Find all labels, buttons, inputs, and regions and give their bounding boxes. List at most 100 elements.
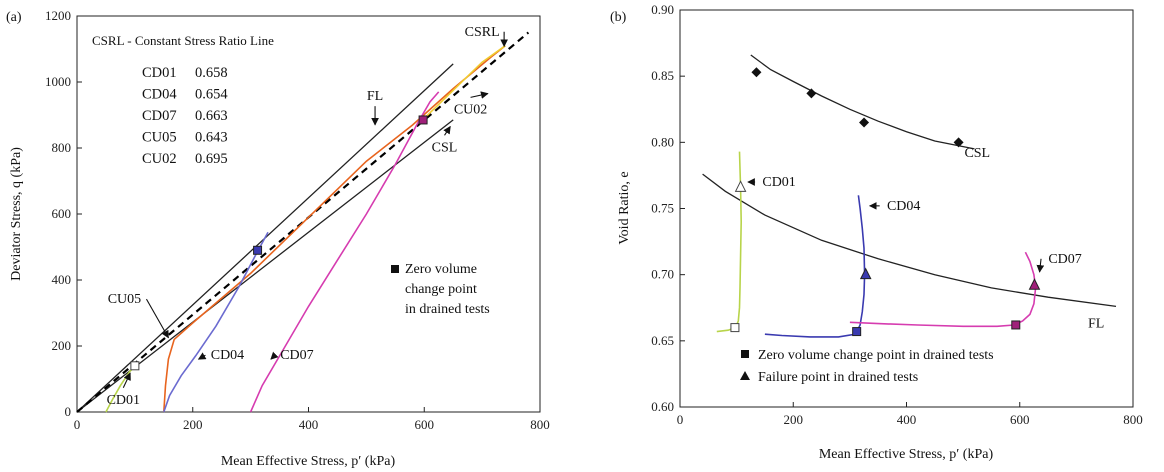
annotations-b: CSL FL CD01 CD04 CD07 xyxy=(747,146,1104,332)
ratio-name-cd04: CD04 xyxy=(142,87,177,103)
x-axis-label-a: Mean Effective Stress, p′ (kPa) xyxy=(221,454,396,469)
x-axis-label-b: Mean Effective Stress, p′ (kPa) xyxy=(819,447,994,462)
legend-triangle-marker xyxy=(740,371,750,380)
annotation-arrow-cu05-a xyxy=(145,298,169,339)
zero-volume-legend-square xyxy=(391,265,399,273)
ratio-value-cu05: 0.643 xyxy=(195,130,228,146)
annotation-fl-b: FL xyxy=(1088,317,1104,332)
zero-volume-point-b-1 xyxy=(852,327,862,337)
y-tick-label-b: 0.60 xyxy=(651,399,674,414)
zero-volume-point-b-0 xyxy=(730,323,740,333)
y-tick-label-b: 0.90 xyxy=(651,2,674,17)
annotation-cd04-b: CD04 xyxy=(887,199,920,214)
y-tick-label-a: 1200 xyxy=(45,8,71,23)
zero-volume-point-cd07 xyxy=(418,115,428,125)
markers-b xyxy=(730,67,1041,337)
ratio-value-cd01: 0.658 xyxy=(195,65,228,81)
ratio-name-cu05: CU05 xyxy=(142,130,177,146)
y-tick-label-b: 0.65 xyxy=(651,333,674,348)
ratio-name-cd07: CD07 xyxy=(142,108,177,124)
cd07-line-b xyxy=(849,251,1037,328)
annotation-cd04-a: CD04 xyxy=(211,348,244,363)
zero-volume-point-cd04 xyxy=(253,245,263,255)
y-tick-label-a: 0 xyxy=(65,404,72,419)
y-tick-label-b: 0.75 xyxy=(651,201,674,216)
x-tick-label-a: 600 xyxy=(415,417,435,432)
annotation-csl-b: CSL xyxy=(964,146,990,161)
annotation-arrow-cd04-a xyxy=(197,352,207,360)
y-tick-label-a: 200 xyxy=(52,338,72,353)
y-tick-label-b: 0.70 xyxy=(651,267,674,282)
legend-square-marker xyxy=(741,350,749,358)
csl-point-2 xyxy=(859,117,870,128)
csl-point-1 xyxy=(806,88,817,99)
chart-a: (a) 0 200 400 600 800 020040060080010001200 … xyxy=(6,8,550,469)
annotation-arrow-cd07-a xyxy=(270,351,279,360)
panel-a-label: (a) xyxy=(6,10,22,25)
y-axis-label-a: Deviator Stress, q (kPa) xyxy=(9,147,24,281)
y-axis-label-b: Void Ratio, e xyxy=(617,171,632,244)
x-tick-label-a: 400 xyxy=(299,417,319,432)
zero-volume-note-line-3: in drained tests xyxy=(405,302,490,317)
cd07-line-a xyxy=(249,91,440,413)
x-tick-label-a: 800 xyxy=(530,417,550,432)
legend-failure-point: Failure point in drained tests xyxy=(758,370,918,385)
x-tick-label-b: 800 xyxy=(1123,412,1143,427)
annotation-cd01-a: CD01 xyxy=(107,393,140,408)
cd01-line-b xyxy=(716,151,743,333)
ratio-value-cu02: 0.695 xyxy=(195,151,228,167)
y-tick-label-b: 0.85 xyxy=(651,68,674,83)
annotation-cu05-a: CU05 xyxy=(108,292,141,307)
x-tick-label-a: 200 xyxy=(183,417,203,432)
reference-lines-b xyxy=(702,54,1117,308)
x-ticks-a: 0 200 400 600 800 xyxy=(74,407,550,432)
annotation-cu02-a: CU02 xyxy=(454,102,487,117)
failure-point-b-2 xyxy=(1028,278,1041,290)
csl-line-b xyxy=(750,54,975,150)
annotation-fl-a: FL xyxy=(367,89,383,104)
annotation-csrl-a: CSRL xyxy=(465,25,500,40)
y-tick-label-a: 1000 xyxy=(45,74,71,89)
annotation-cd01-b: CD01 xyxy=(762,175,795,190)
x-ticks-b: 0 200 400 600 800 xyxy=(677,402,1143,427)
csrl-definition: CSRL - Constant Stress Ratio Line xyxy=(92,33,274,48)
stress-ratio-table: CD01 0.658 CD04 0.654 CD07 0.663 CU05 0.643 CU02… xyxy=(142,65,228,167)
annotation-arrow-csl-a xyxy=(443,125,451,136)
legend-zero-volume: Zero volume change point in drained test… xyxy=(758,348,994,363)
series-a xyxy=(105,45,506,413)
y-tick-label-a: 600 xyxy=(52,206,72,221)
annotation-csl-a: CSL xyxy=(432,140,458,155)
annotation-arrow-cd01-a xyxy=(122,372,131,388)
failure-point-b-0 xyxy=(734,180,747,192)
cd04-line-a xyxy=(163,231,269,413)
y-tick-label-a: 800 xyxy=(52,140,72,155)
csl-line-a xyxy=(76,119,454,413)
failure-point-b-1 xyxy=(859,267,872,280)
zero-volume-note-line-1: Zero volume xyxy=(405,262,477,277)
chart-b: (b) 0 200 400 600 800 0.600.650.700.750.800.… xyxy=(610,2,1143,462)
ratio-name-cu02: CU02 xyxy=(142,151,177,167)
panel-b-label: (b) xyxy=(610,10,627,25)
cd04-line-b xyxy=(764,195,866,338)
x-tick-label-b: 600 xyxy=(1010,412,1030,427)
markers-a xyxy=(130,115,428,371)
annotation-cd07-b: CD07 xyxy=(1048,252,1081,267)
zero-volume-note-line-2: change point xyxy=(405,282,477,297)
zero-volume-point-cd01 xyxy=(130,361,140,371)
y-tick-label-a: 400 xyxy=(52,272,72,287)
annotation-cd07-a: CD07 xyxy=(280,348,313,363)
y-ticks-a: 0 200 400 600 800 1000 1200 xyxy=(45,8,82,419)
x-tick-label-b: 400 xyxy=(897,412,917,427)
ratio-name-cd01: CD01 xyxy=(142,65,177,81)
x-tick-label-b: 0 xyxy=(677,412,684,427)
y-ticks-b: 0.60 0.65 0.70 0.75 0.80 0.85 0.90 xyxy=(651,2,685,414)
ratio-value-cd07: 0.663 xyxy=(195,108,228,124)
fl-line-b xyxy=(702,173,1117,308)
ratio-value-cd04: 0.654 xyxy=(195,87,228,103)
zero-volume-point-b-2 xyxy=(1011,320,1021,330)
csl-point-3 xyxy=(953,137,964,148)
x-tick-label-a: 0 xyxy=(74,417,81,432)
annotation-arrow-cd07-b xyxy=(1036,258,1045,273)
y-tick-label-b: 0.80 xyxy=(651,134,674,149)
